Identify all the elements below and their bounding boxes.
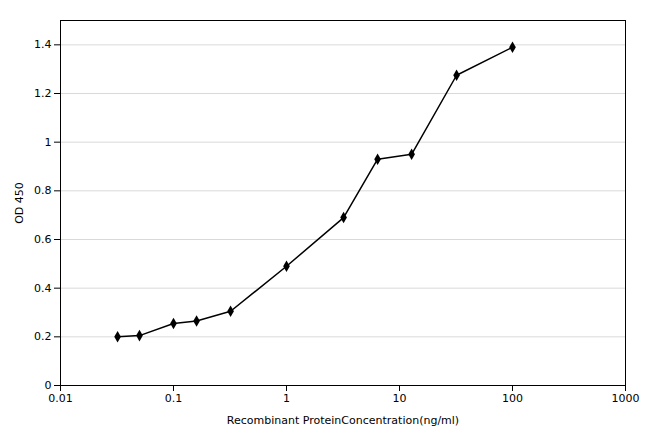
- svg-text:1: 1: [45, 136, 52, 149]
- svg-text:0.01: 0.01: [48, 392, 73, 405]
- svg-text:10: 10: [393, 392, 407, 405]
- svg-text:100: 100: [502, 392, 523, 405]
- svg-text:0.4: 0.4: [34, 282, 52, 295]
- svg-text:1000: 1000: [612, 392, 640, 405]
- svg-text:OD 450: OD 450: [13, 182, 26, 224]
- svg-text:Recombinant ProteinConcentrati: Recombinant ProteinConcentration(ng/ml): [227, 414, 459, 427]
- svg-text:0.6: 0.6: [34, 233, 52, 246]
- svg-text:0.8: 0.8: [34, 184, 52, 197]
- svg-text:0.1: 0.1: [165, 392, 183, 405]
- svg-text:1: 1: [283, 392, 290, 405]
- svg-text:0: 0: [45, 379, 52, 392]
- svg-text:1.4: 1.4: [34, 38, 52, 51]
- svg-text:1.2: 1.2: [34, 87, 52, 100]
- svg-text:0.2: 0.2: [34, 330, 52, 343]
